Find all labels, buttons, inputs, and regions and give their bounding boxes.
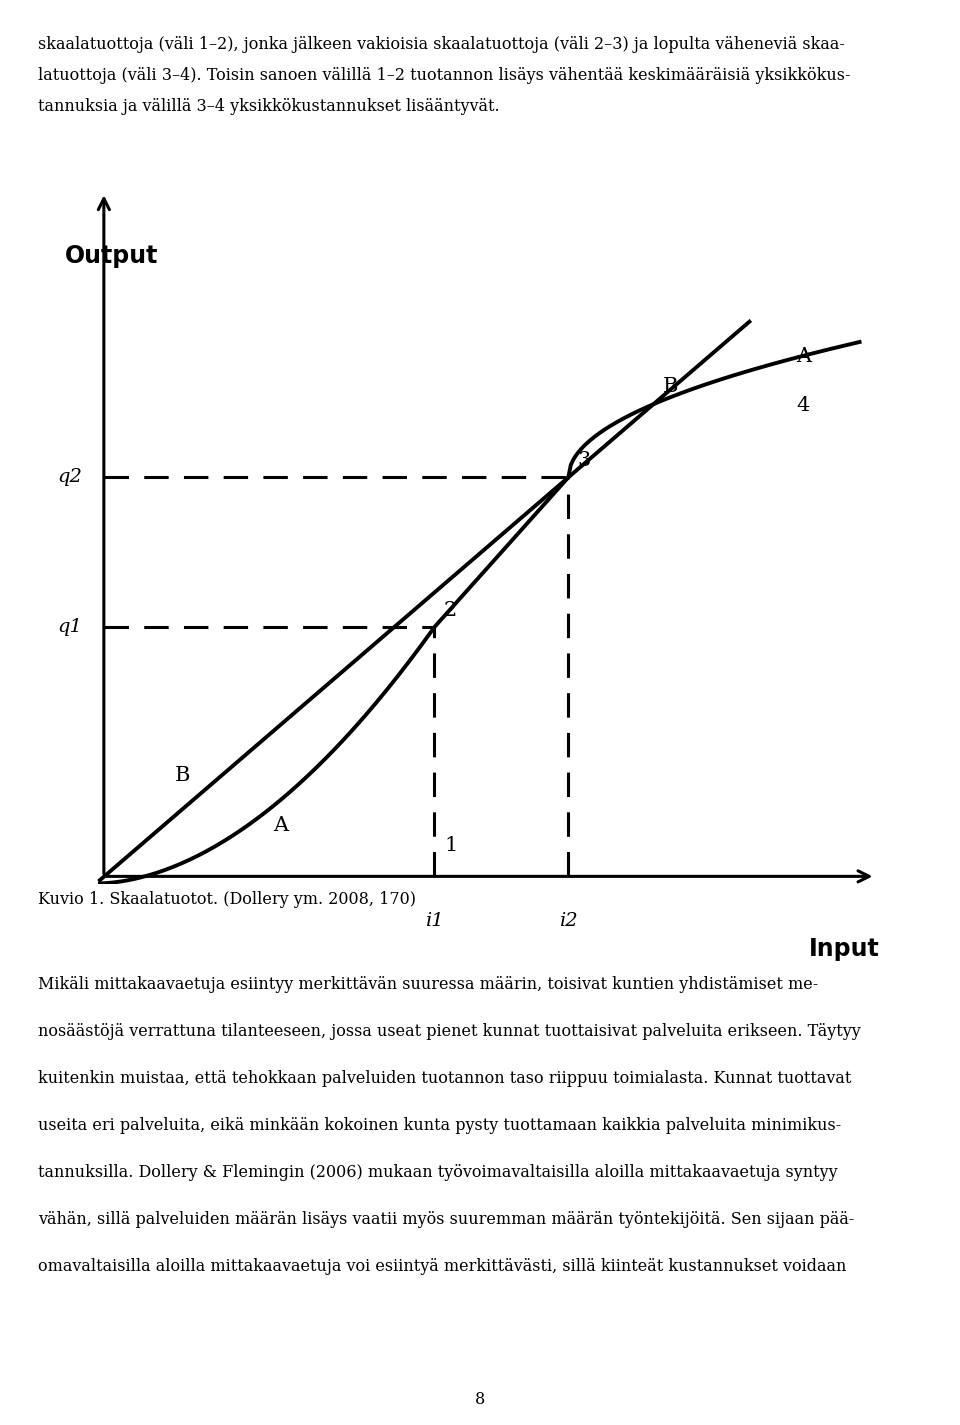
Text: 8: 8 xyxy=(475,1391,485,1408)
Text: A: A xyxy=(797,346,812,366)
Text: tannuksia ja välillä 3–4 yksikkökustannukset lisääntyvät.: tannuksia ja välillä 3–4 yksikkökustannu… xyxy=(38,98,500,115)
Text: i2: i2 xyxy=(559,912,578,931)
Text: 4: 4 xyxy=(797,396,810,416)
Text: latuottoja (väli 3–4). Toisin sanoen välillä 1–2 tuotannon lisäys vähentää keski: latuottoja (väli 3–4). Toisin sanoen väl… xyxy=(38,67,851,84)
Text: i1: i1 xyxy=(425,912,444,931)
Text: A: A xyxy=(273,817,288,835)
Text: nosäästöjä verrattuna tilanteeseen, jossa useat pienet kunnat tuottaisivat palve: nosäästöjä verrattuna tilanteeseen, joss… xyxy=(38,1023,861,1040)
Text: Input: Input xyxy=(808,938,879,960)
Text: B: B xyxy=(662,376,678,396)
Text: Kuvio 1. Skaalatuotot. (Dollery ym. 2008, 170): Kuvio 1. Skaalatuotot. (Dollery ym. 2008… xyxy=(38,891,417,908)
Text: 1: 1 xyxy=(444,836,457,855)
Text: kuitenkin muistaa, että tehokkaan palveluiden tuotannon taso riippuu toimialasta: kuitenkin muistaa, että tehokkaan palvel… xyxy=(38,1070,852,1087)
Text: useita eri palveluita, eikä minkään kokoinen kunta pysty tuottamaan kaikkia palv: useita eri palveluita, eikä minkään koko… xyxy=(38,1117,842,1134)
Text: Mikäli mittakaavaetuja esiintyy merkittävän suuressa määrin, toisivat kuntien yh: Mikäli mittakaavaetuja esiintyy merkittä… xyxy=(38,976,819,993)
Text: vähän, sillä palveluiden määrän lisäys vaatii myös suuremman määrän työntekijöit: vähän, sillä palveluiden määrän lisäys v… xyxy=(38,1211,854,1228)
Text: B: B xyxy=(175,765,190,785)
Text: q1: q1 xyxy=(57,618,82,636)
Text: omavaltaisilla aloilla mittakaavaetuja voi esiintyä merkittävästi, sillä kiinteä: omavaltaisilla aloilla mittakaavaetuja v… xyxy=(38,1258,847,1275)
Text: 3: 3 xyxy=(578,452,591,470)
Text: tannuksilla. Dollery & Flemingin (2006) mukaan työvoimavaltaisilla aloilla mitta: tannuksilla. Dollery & Flemingin (2006) … xyxy=(38,1164,838,1181)
Text: q2: q2 xyxy=(57,469,82,486)
Text: 2: 2 xyxy=(444,601,457,620)
Text: skaalatuottoja (väli 1–2), jonka jälkeen vakioisia skaalatuottoja (väli 2–3) ja : skaalatuottoja (väli 1–2), jonka jälkeen… xyxy=(38,36,845,53)
Text: Output: Output xyxy=(64,245,157,268)
